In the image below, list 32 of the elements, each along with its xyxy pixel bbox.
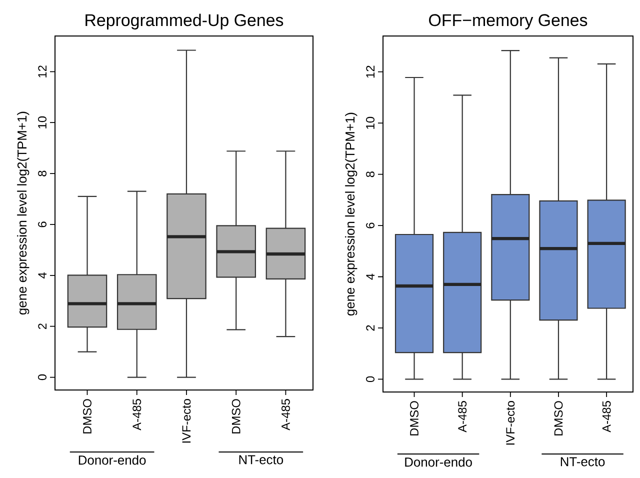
y-axis-title: gene expression level log2(TPM+1): [345, 112, 358, 316]
y-tick-label: 2: [366, 325, 374, 331]
y-tick-label: 8: [366, 172, 374, 178]
text: Donor-endo: [78, 455, 146, 465]
y-tick-label: 12: [38, 66, 46, 78]
chart-title: OFF−memory Genes: [429, 14, 588, 30]
x-tick-label: IVF-ecto: [182, 399, 191, 443]
text: Donor-endo: [405, 457, 472, 467]
x-tick-label: DMSO: [83, 399, 92, 434]
x-tick-label: DMSO: [554, 401, 563, 436]
y-tick-label: 4: [366, 274, 374, 280]
x-tick-label: A-485: [132, 399, 142, 430]
y-tick-label: 2: [38, 324, 46, 330]
y-tick-label: 4: [38, 272, 46, 278]
x-tick-label: IVF-ecto: [506, 401, 515, 445]
y-tick-label: 10: [366, 116, 374, 129]
x-tick-label: DMSO: [232, 399, 240, 434]
x-tick-label: DMSO: [410, 401, 418, 436]
text: NT-ecto: [239, 455, 284, 464]
y-tick-label: 12: [366, 66, 374, 78]
y-tick-label: 0: [38, 374, 46, 380]
y-tick-label: 6: [366, 222, 374, 228]
x-tick-label: A-485: [281, 399, 290, 430]
x-tick-label: A-485: [602, 401, 611, 432]
y-tick-label: 8: [38, 170, 46, 176]
chart-title: Reprogrammed-Up Genes: [86, 14, 284, 30]
text: NT-ecto: [560, 457, 605, 466]
y-tick-label: 10: [38, 116, 46, 128]
x-tick-label: A-485: [458, 401, 467, 432]
y-tick-label: 6: [38, 222, 46, 228]
y-axis-title: gene expression level log2(TPM+1): [17, 112, 30, 314]
y-tick-label: 0: [366, 376, 374, 382]
